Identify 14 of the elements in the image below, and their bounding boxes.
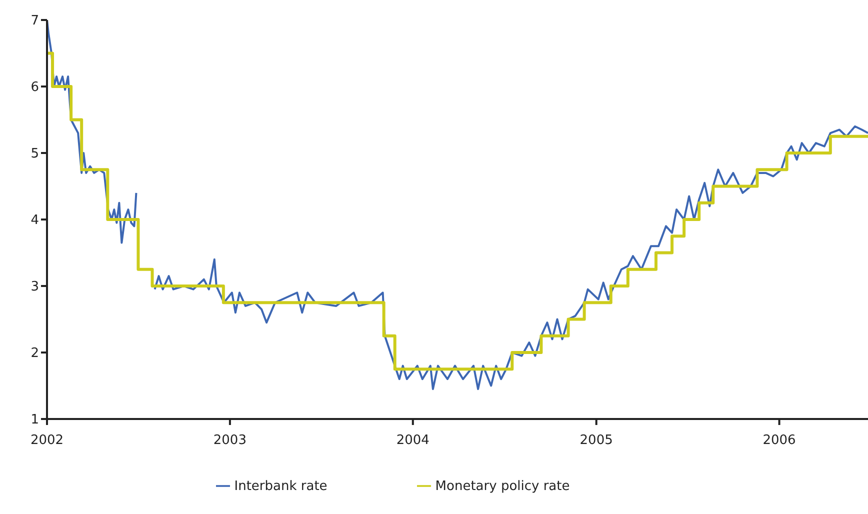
x-tick-label: 2002 bbox=[30, 433, 64, 448]
legend-label: Interbank rate bbox=[234, 479, 328, 494]
y-tick-label: 7 bbox=[30, 14, 39, 29]
legend-label: Monetary policy rate bbox=[435, 479, 570, 494]
y-tick-label: 4 bbox=[30, 213, 39, 228]
x-tick-label: 2006 bbox=[762, 433, 796, 448]
y-tick-label: 2 bbox=[30, 346, 39, 362]
y-tick-label: 1 bbox=[30, 412, 39, 428]
x-tick-label: 2003 bbox=[213, 433, 246, 448]
x-tick-label: 2004 bbox=[396, 433, 430, 448]
y-tick-label: 6 bbox=[30, 80, 39, 96]
y-tick-label: 5 bbox=[30, 146, 39, 162]
y-tick-label: 3 bbox=[30, 280, 39, 295]
x-tick-label: 2005 bbox=[580, 433, 613, 448]
